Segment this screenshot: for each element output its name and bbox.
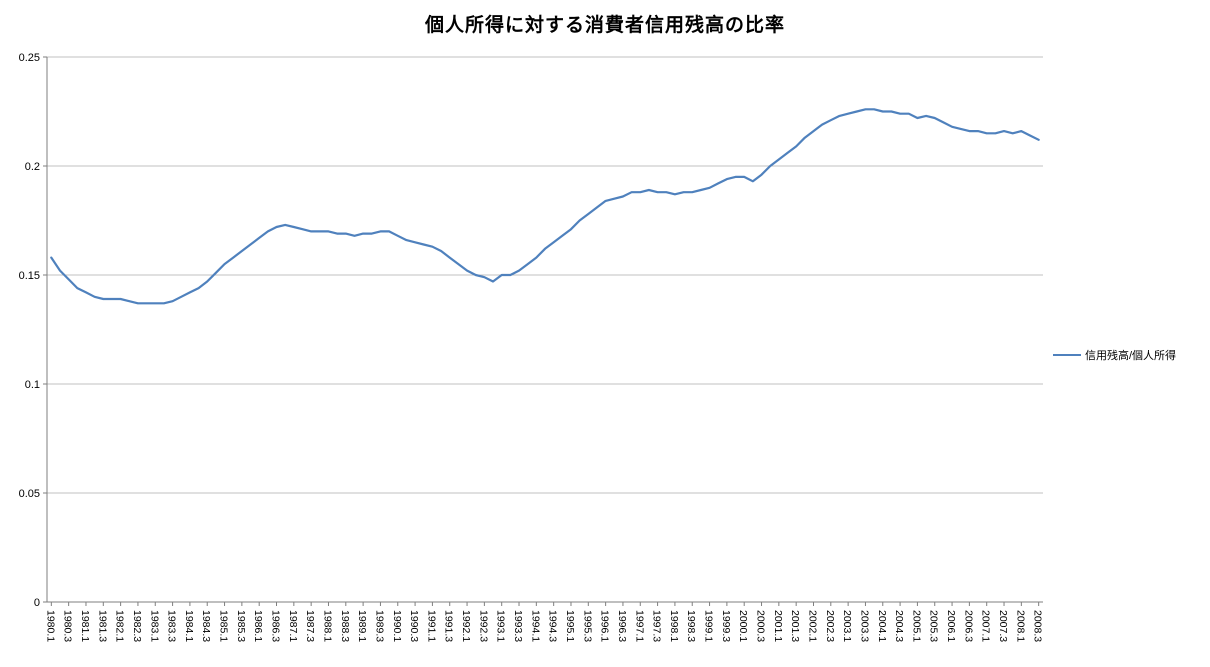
chart-title: 個人所得に対する消費者信用残高の比率 bbox=[424, 15, 785, 36]
x-tick-label: 1996.3 bbox=[616, 610, 628, 642]
x-tick-label: 1981.3 bbox=[96, 610, 108, 642]
x-tick-label: 1994.1 bbox=[529, 610, 541, 642]
x-tick-label: 1989.1 bbox=[356, 610, 368, 642]
x-tick-label: 2004.1 bbox=[876, 610, 888, 642]
x-tick-label: 2007.1 bbox=[980, 610, 992, 642]
x-tick-label: 1993.1 bbox=[495, 610, 507, 642]
y-tick-label: 0.15 bbox=[19, 270, 40, 282]
x-tick-label: 1994.3 bbox=[547, 610, 559, 642]
x-tick-label: 1998.1 bbox=[668, 610, 680, 642]
x-tick-label: 2005.3 bbox=[928, 610, 940, 642]
y-tick-label: 0.25 bbox=[19, 52, 40, 64]
x-tick-label: 1997.3 bbox=[651, 610, 663, 642]
x-tick-label: 1985.3 bbox=[235, 610, 247, 642]
x-tick-label: 1983.1 bbox=[148, 610, 160, 642]
x-tick-label: 1989.3 bbox=[373, 610, 385, 642]
x-tick-label: 1986.3 bbox=[270, 610, 282, 642]
x-tick-label: 1987.1 bbox=[287, 610, 299, 642]
x-tick-label: 1980.3 bbox=[62, 610, 74, 642]
x-tick-label: 2003.3 bbox=[858, 610, 870, 642]
x-tick-label: 1999.3 bbox=[720, 610, 732, 642]
x-tick-label: 2007.3 bbox=[997, 610, 1009, 642]
x-tick-label: 1985.1 bbox=[218, 610, 230, 642]
x-tick-label: 1984.1 bbox=[183, 610, 195, 642]
x-tick-label: 1982.3 bbox=[131, 610, 143, 642]
x-tick-label: 1999.1 bbox=[703, 610, 715, 642]
x-tick-label: 2008.3 bbox=[1032, 610, 1044, 642]
x-tick-label: 2002.3 bbox=[824, 610, 836, 642]
x-tick-label: 1995.1 bbox=[564, 610, 576, 642]
x-tick-label: 2006.3 bbox=[962, 610, 974, 642]
x-tick-label: 1991.3 bbox=[443, 610, 455, 642]
y-tick-label: 0 bbox=[34, 597, 40, 609]
x-tick-label: 1996.1 bbox=[599, 610, 611, 642]
legend-line-swatch bbox=[1053, 354, 1081, 356]
x-tick-label: 1990.3 bbox=[408, 610, 420, 642]
x-tick-label: 1983.3 bbox=[166, 610, 178, 642]
x-tick-label: 2003.1 bbox=[841, 610, 853, 642]
x-tick-label: 2000.3 bbox=[755, 610, 767, 642]
x-tick-label: 1982.1 bbox=[114, 610, 126, 642]
x-tick-label: 1998.3 bbox=[685, 610, 697, 642]
x-tick-label: 2001.1 bbox=[772, 610, 784, 642]
x-tick-label: 1980.1 bbox=[44, 610, 56, 642]
x-tick-label: 2002.1 bbox=[806, 610, 818, 642]
x-tick-label: 2008.1 bbox=[1014, 610, 1026, 642]
legend: 信用残高/個人所得 bbox=[1053, 347, 1176, 363]
legend-label: 信用残高/個人所得 bbox=[1085, 350, 1177, 362]
x-tick-label: 2005.1 bbox=[910, 610, 922, 642]
x-tick-label: 1988.1 bbox=[321, 610, 333, 642]
x-tick-label: 1984.3 bbox=[200, 610, 212, 642]
x-tick-label: 2001.3 bbox=[789, 610, 801, 642]
series-line bbox=[50, 108, 1040, 305]
x-tick-label: 2006.1 bbox=[945, 610, 957, 642]
x-tick-label: 1991.1 bbox=[425, 610, 437, 642]
x-tick-label: 1988.3 bbox=[339, 610, 351, 642]
x-tick-label: 1987.3 bbox=[304, 610, 316, 642]
x-tick-label: 1995.3 bbox=[581, 610, 593, 642]
x-tick-label: 1990.1 bbox=[391, 610, 403, 642]
y-tick-label: 0.2 bbox=[25, 161, 40, 173]
x-tick-label: 1993.3 bbox=[512, 610, 524, 642]
x-tick-label: 1992.3 bbox=[477, 610, 489, 642]
x-tick-label: 1986.1 bbox=[252, 610, 264, 642]
y-tick-label: 0.1 bbox=[25, 379, 40, 391]
y-tick-label: 0.05 bbox=[19, 488, 40, 500]
x-tick-label: 1992.1 bbox=[460, 610, 472, 642]
x-tick-label: 2004.3 bbox=[893, 610, 905, 642]
x-tick-label: 1997.1 bbox=[633, 610, 645, 642]
x-tick-label: 1981.1 bbox=[79, 610, 91, 642]
x-tick-label: 2000.1 bbox=[737, 610, 749, 642]
